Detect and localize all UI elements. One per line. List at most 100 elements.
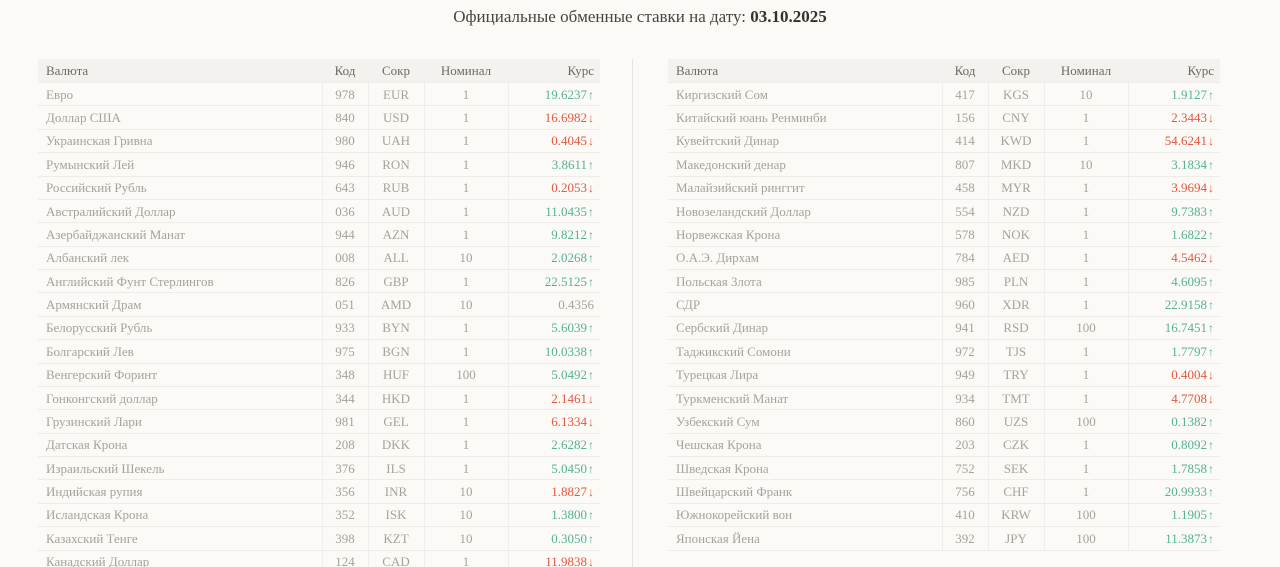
nominal-cell: 1 <box>1043 222 1128 247</box>
table-row: Туркменский Манат 934 TMT 1 4.7708↓ <box>668 385 1220 410</box>
table-row: Канадский Доллар 124 CAD 1 11.9838↓ <box>38 549 600 567</box>
table-row: Турецкая Лира 949 TRY 1 0.4004↓ <box>668 362 1220 387</box>
table-row: Южнокорейский вон 410 KRW 100 1.1905↑ <box>668 502 1220 527</box>
code-cell: 944 <box>321 222 368 247</box>
abbr-cell: PLN <box>987 268 1044 293</box>
rate-value: 10.0338 <box>544 343 587 359</box>
abbr-cell: INR <box>367 479 424 504</box>
code-cell: 752 <box>941 455 988 480</box>
abbr-cell: TRY <box>987 362 1044 387</box>
abbr-cell: EUR <box>367 81 424 106</box>
currency-cell: Туркменский Манат <box>668 385 942 410</box>
abbr-cell: NOK <box>987 222 1044 247</box>
rate-value: 1.1905 <box>1171 507 1207 523</box>
table-row: Казахский Тенге 398 KZT 10 0.3050↑ <box>38 526 600 550</box>
rate-value: 1.9127 <box>1171 86 1207 102</box>
nominal-cell: 1 <box>1043 292 1128 317</box>
currency-cell: Шведская Крона <box>668 455 942 480</box>
nominal-cell: 10 <box>423 292 508 317</box>
abbr-cell: ISK <box>367 502 424 527</box>
col-header-code: Код <box>322 59 368 83</box>
currency-cell: Английский Фунт Стерлингов <box>38 268 322 293</box>
currency-cell: Таджикский Сомони <box>668 339 942 363</box>
code-cell: 410 <box>941 502 988 527</box>
abbr-cell: RON <box>367 152 424 176</box>
rate-cell: 11.9838↓ <box>507 549 600 567</box>
code-cell: 398 <box>321 526 368 550</box>
col-header-code: Код <box>942 59 988 83</box>
rate-value: 2.6282 <box>551 437 587 453</box>
rate-cell: 2.3443↓ <box>1127 105 1220 130</box>
trend-down-icon: ↓ <box>1208 391 1214 406</box>
nominal-cell: 1 <box>423 105 508 130</box>
rate-cell: 6.1334↓ <box>507 409 600 434</box>
table-row: Доллар США 840 USD 1 16.6982↓ <box>38 105 600 130</box>
abbr-cell: DKK <box>367 432 424 457</box>
rate-cell: 0.4356 <box>507 292 600 317</box>
rate-cell: 4.5462↓ <box>1127 245 1220 270</box>
currency-cell: Датская Крона <box>38 432 322 457</box>
abbr-cell: RSD <box>987 315 1044 340</box>
abbr-cell: USD <box>367 105 424 130</box>
abbr-cell: CAD <box>367 549 424 567</box>
trend-up-icon: ↑ <box>588 274 594 289</box>
currency-cell: Турецкая Лира <box>668 362 942 387</box>
table-row: СДР 960 XDR 1 22.9158↑ <box>668 292 1220 317</box>
abbr-cell: KZT <box>367 526 424 550</box>
nominal-cell: 10 <box>423 526 508 550</box>
trend-up-icon: ↑ <box>1208 274 1214 289</box>
abbr-cell: ILS <box>367 455 424 480</box>
abbr-cell: MKD <box>987 152 1044 176</box>
rates-tables-container: Валюта Код Сокр Номинал Курс Евро 978 EUR 1… <box>38 59 1220 567</box>
trend-down-icon: ↓ <box>588 485 594 500</box>
code-cell: 124 <box>321 549 368 567</box>
rate-cell: 1.7858↑ <box>1127 455 1220 480</box>
rate-value: 1.8827 <box>551 484 587 500</box>
nominal-cell: 1 <box>423 198 508 223</box>
rate-cell: 5.0492↑ <box>507 362 600 387</box>
rate-value: 1.3800 <box>551 507 587 523</box>
col-header-abbr: Сокр <box>988 59 1044 83</box>
abbr-cell: HKD <box>367 385 424 410</box>
code-cell: 008 <box>321 245 368 270</box>
code-cell: 946 <box>321 152 368 176</box>
nominal-cell: 1 <box>1043 128 1128 153</box>
table-row: Евро 978 EUR 1 19.6237↑ <box>38 81 600 106</box>
code-cell: 392 <box>941 526 988 551</box>
rate-value: 2.0268 <box>551 250 587 266</box>
currency-cell: Японская Йена <box>668 526 942 551</box>
currency-cell: Румынский Лей <box>38 152 322 176</box>
table-row: Армянский Драм 051 AMD 10 0.4356 <box>38 292 600 317</box>
code-cell: 417 <box>941 81 988 106</box>
rate-cell: 0.2053↓ <box>507 175 600 200</box>
nominal-cell: 1 <box>423 152 508 176</box>
trend-up-icon: ↑ <box>1208 321 1214 336</box>
nominal-cell: 100 <box>1043 315 1128 340</box>
rate-value: 16.7451 <box>1164 320 1207 336</box>
trend-up-icon: ↑ <box>588 508 594 523</box>
code-cell: 352 <box>321 502 368 527</box>
abbr-cell: AUD <box>367 198 424 223</box>
rate-value: 11.3873 <box>1165 530 1207 546</box>
currency-cell: Венгерский Форинт <box>38 362 322 387</box>
rate-cell: 1.9127↑ <box>1127 81 1220 106</box>
page-title-text: Официальные обменные ставки на дату: <box>453 7 746 26</box>
rate-value: 9.7383 <box>1171 203 1207 219</box>
code-cell: 960 <box>941 292 988 317</box>
rate-value: 9.8212 <box>551 226 587 242</box>
trend-up-icon: ↑ <box>1208 157 1214 172</box>
code-cell: 807 <box>941 152 988 176</box>
code-cell: 980 <box>321 128 368 153</box>
trend-down-icon: ↓ <box>1208 368 1214 383</box>
code-cell: 981 <box>321 409 368 434</box>
currency-cell: Чешская Крона <box>668 432 942 457</box>
code-cell: 826 <box>321 268 368 293</box>
table-row: Новозеландский Доллар 554 NZD 1 9.7383↑ <box>668 198 1220 223</box>
table-row: Исландская Крона 352 ISK 10 1.3800↑ <box>38 502 600 527</box>
abbr-cell: KWD <box>987 128 1044 153</box>
currency-cell: Азербайджанский Манат <box>38 222 322 247</box>
nominal-cell: 10 <box>1043 152 1128 176</box>
abbr-cell: CNY <box>987 105 1044 130</box>
nominal-cell: 1 <box>423 432 508 457</box>
rate-value: 22.9158 <box>1164 297 1207 313</box>
